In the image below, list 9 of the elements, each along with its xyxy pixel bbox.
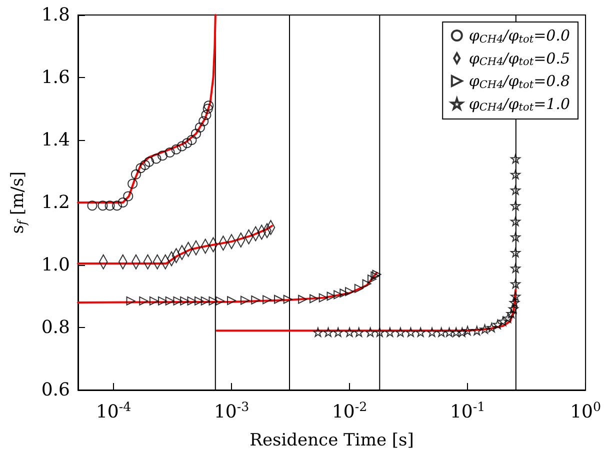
y-tick-label: 0.6: [41, 380, 70, 400]
y-tick-label: 1.0: [41, 254, 70, 276]
y-tick-label: 1.6: [41, 67, 70, 88]
y-tick-label: 1.4: [41, 130, 70, 150]
y-tick-label: 1.8: [41, 4, 70, 26]
x-axis-title: Residence Time [s]: [250, 430, 414, 450]
y-tick-label: 0.8: [41, 317, 70, 338]
y-tick-label: 1.2: [41, 192, 70, 213]
y-axis-title: sf [m/s]: [8, 171, 29, 234]
